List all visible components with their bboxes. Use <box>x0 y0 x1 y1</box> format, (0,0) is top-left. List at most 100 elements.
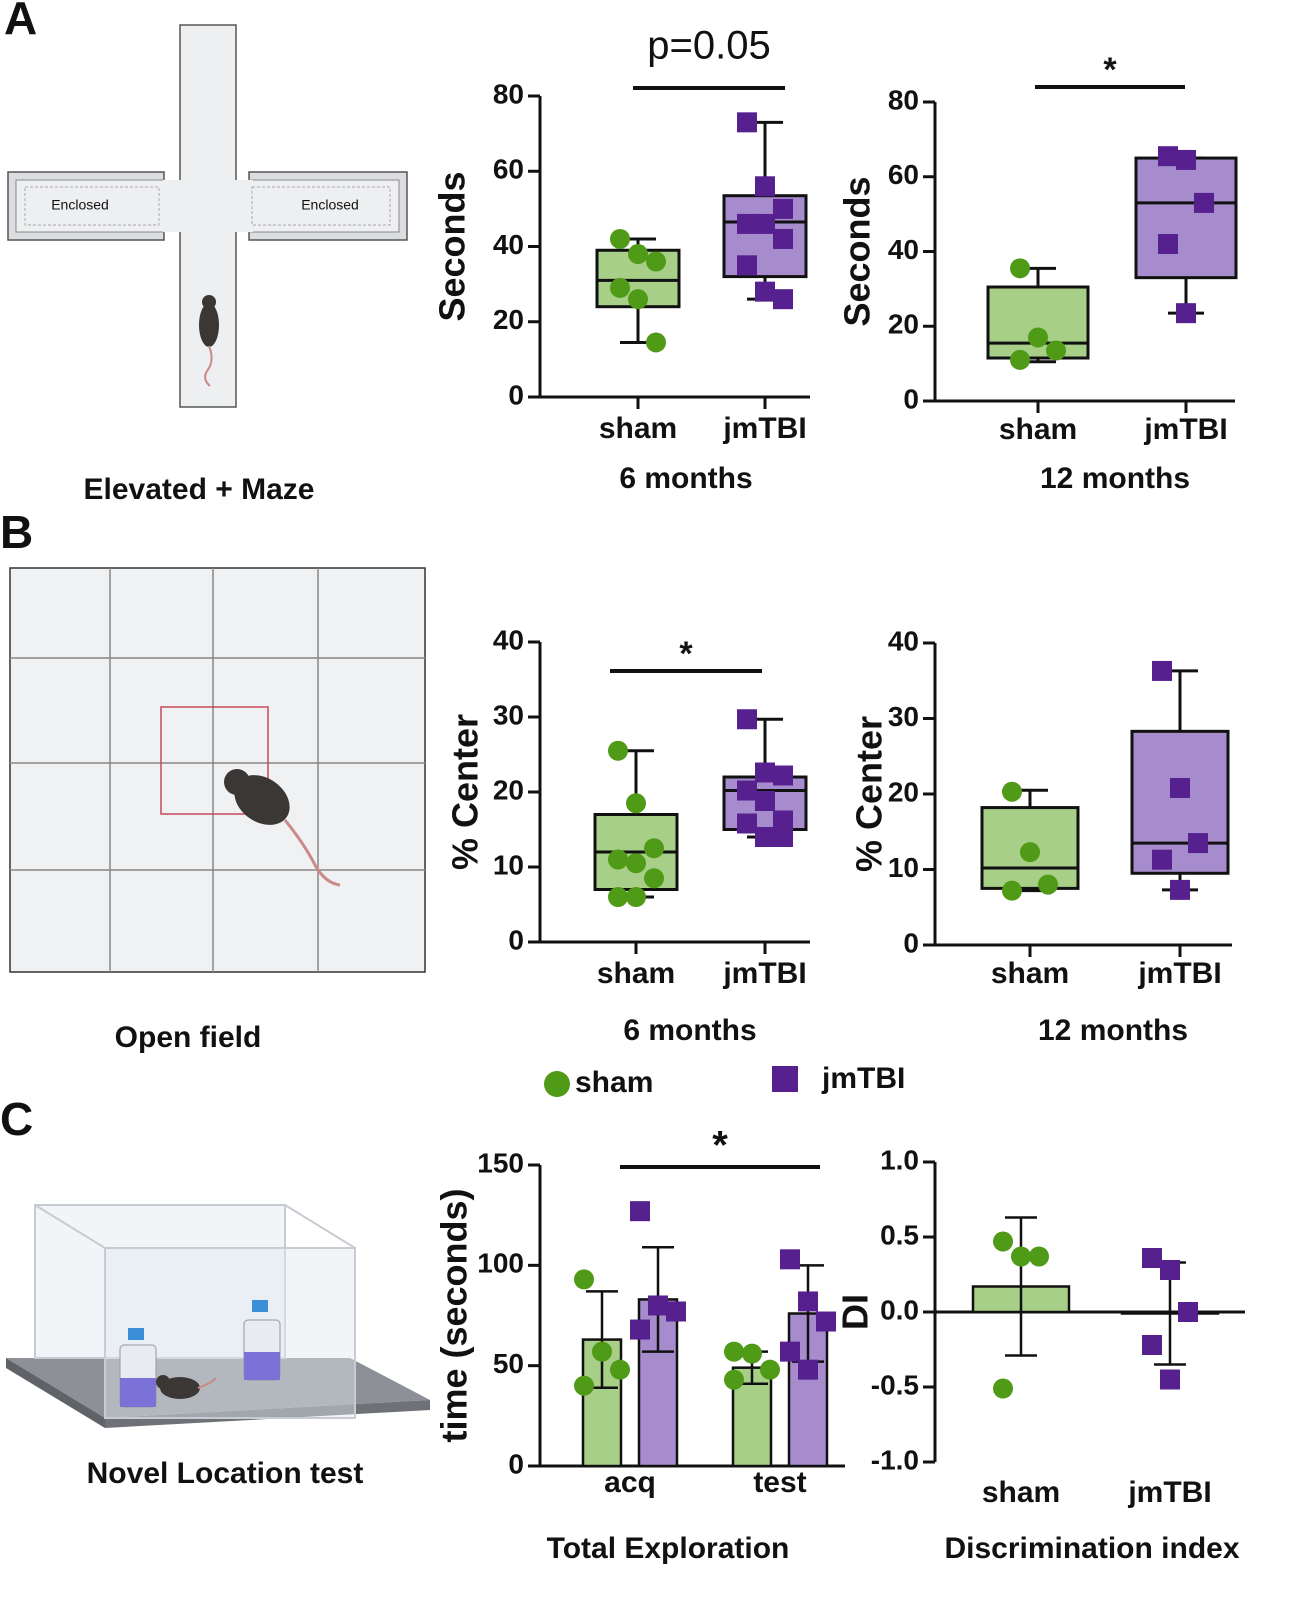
data-point <box>773 228 793 249</box>
maze-illustration <box>7 24 408 408</box>
x-axis-label: 12 months <box>1040 462 1190 495</box>
data-point <box>773 827 793 847</box>
data-point <box>626 853 646 874</box>
x-tick-label: sham <box>597 957 675 990</box>
legend-label: sham <box>575 1066 653 1099</box>
data-point <box>737 112 757 133</box>
data-point <box>755 176 775 197</box>
y-tick-label: 40 <box>493 229 524 260</box>
box <box>722 194 808 279</box>
data-point <box>1046 340 1066 361</box>
data-point <box>1176 303 1196 324</box>
data-point <box>666 1301 686 1322</box>
significance-label: * <box>712 1124 728 1168</box>
data-point <box>724 1341 744 1362</box>
data-point <box>798 1359 818 1380</box>
legend-marker <box>772 1066 798 1092</box>
legend-marker <box>544 1071 570 1097</box>
x-axis-label: Discrimination index <box>944 1532 1239 1565</box>
data-point <box>592 1341 612 1362</box>
y-tick-label: 50 <box>493 1348 524 1379</box>
y-tick-label: 40 <box>888 234 919 265</box>
data-point <box>798 1291 818 1312</box>
y-tick-label: 20 <box>493 774 524 805</box>
panel-letter: A <box>4 0 37 44</box>
data-point <box>737 255 757 276</box>
panel-letter: C <box>0 1093 33 1145</box>
data-point <box>644 868 664 889</box>
panel-letter: B <box>0 506 33 558</box>
x-tick-label: acq <box>604 1466 656 1499</box>
data-point <box>1160 1369 1180 1390</box>
data-point <box>574 1375 594 1396</box>
data-point <box>1176 149 1196 170</box>
y-tick-label: 30 <box>493 699 524 730</box>
y-tick-label: 10 <box>493 849 524 880</box>
data-point <box>646 251 666 272</box>
x-tick-label: sham <box>599 412 677 445</box>
y-tick-label: 60 <box>493 154 524 185</box>
data-point <box>737 813 757 834</box>
novel-location-illustration <box>6 1204 430 1428</box>
data-point <box>610 277 630 298</box>
y-tick-label: 0.0 <box>880 1294 919 1325</box>
y-axis-label: DI <box>835 1294 876 1330</box>
y-tick-label: 10 <box>888 852 919 883</box>
data-point <box>1011 1246 1031 1267</box>
data-point <box>1170 879 1190 900</box>
data-point <box>648 1295 668 1316</box>
y-tick-label: 20 <box>888 309 919 340</box>
data-point <box>628 244 648 265</box>
data-point <box>1188 833 1208 854</box>
data-point <box>1160 1260 1180 1280</box>
data-point <box>724 1369 744 1390</box>
data-point <box>1038 874 1058 895</box>
data-point <box>1194 192 1214 213</box>
data-point <box>644 838 664 859</box>
y-tick-label: 0 <box>903 927 919 958</box>
x-axis-label: 12 months <box>1038 1014 1188 1047</box>
y-axis-label: time (seconds) <box>434 1188 475 1442</box>
data-point <box>755 281 775 302</box>
data-point <box>608 740 628 761</box>
x-tick-label: sham <box>982 1476 1060 1509</box>
y-tick-label: 80 <box>493 78 524 109</box>
data-point <box>574 1269 594 1290</box>
data-point <box>755 791 775 811</box>
y-tick-label: 0 <box>508 379 524 410</box>
data-point <box>737 709 757 730</box>
data-point <box>1002 880 1022 901</box>
x-tick-label: test <box>753 1466 806 1499</box>
data-point <box>630 1201 650 1222</box>
x-tick-label: jmTBI <box>1137 957 1221 990</box>
data-point <box>1142 1335 1162 1355</box>
data-point <box>737 213 757 234</box>
data-point <box>608 849 628 870</box>
box <box>980 806 1080 890</box>
y-tick-label: 60 <box>888 159 919 190</box>
significance-label: p=0.05 <box>647 24 770 68</box>
data-point <box>773 810 793 831</box>
y-tick-label: 0.5 <box>880 1219 919 1250</box>
data-point <box>993 1378 1013 1399</box>
y-tick-label: -1.0 <box>871 1444 919 1475</box>
data-point <box>773 198 793 219</box>
data-point <box>1152 849 1172 870</box>
data-point <box>773 289 793 310</box>
data-point <box>626 793 646 814</box>
data-point <box>1142 1248 1162 1268</box>
data-point <box>1028 327 1048 348</box>
x-axis-label: 6 months <box>623 1014 756 1047</box>
data-point <box>737 780 757 801</box>
y-tick-label: 20 <box>493 304 524 335</box>
y-tick-label: 20 <box>888 776 919 807</box>
box <box>1134 156 1238 280</box>
x-axis-label: 6 months <box>619 462 752 495</box>
data-point <box>780 1249 800 1270</box>
open-field-illustration <box>9 567 426 973</box>
y-tick-label: 40 <box>888 625 919 656</box>
x-axis-label: Total Exploration <box>547 1532 790 1565</box>
y-tick-label: 40 <box>493 624 524 655</box>
y-tick-label: 0 <box>903 383 919 414</box>
